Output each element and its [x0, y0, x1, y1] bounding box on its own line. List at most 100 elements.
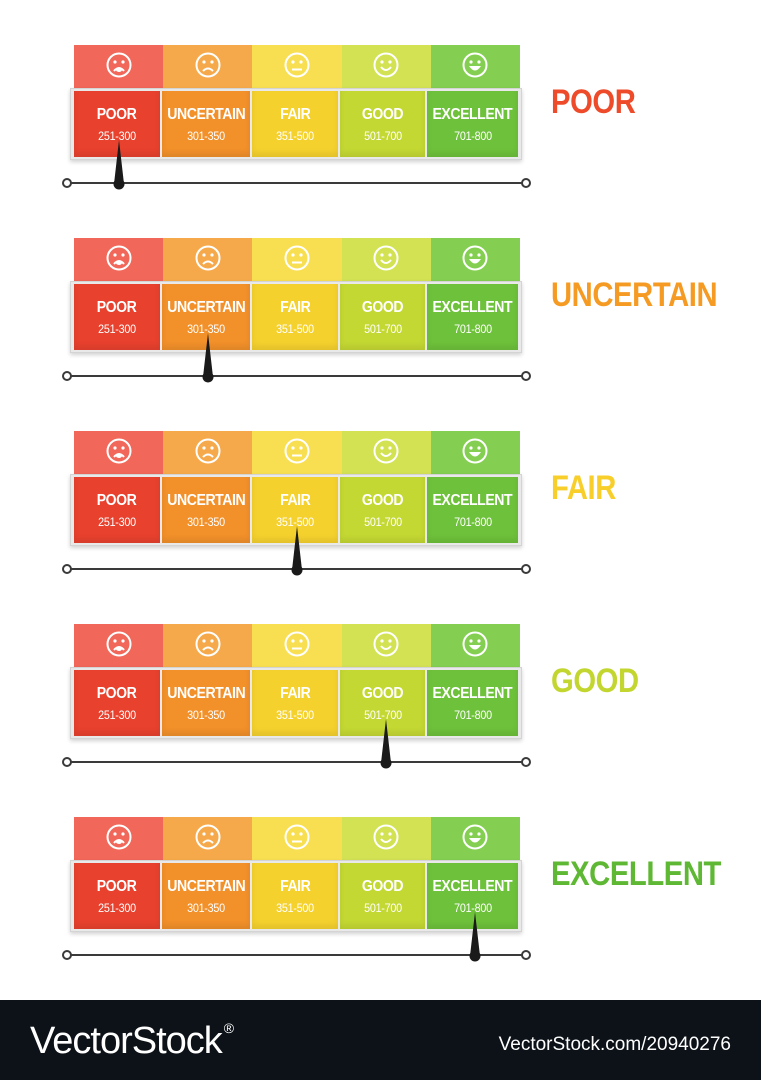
- category-poor: POOR 251-300: [74, 477, 160, 543]
- needle-pointer: [378, 719, 394, 771]
- category-range: 501-700: [363, 128, 402, 143]
- face-row: [74, 431, 521, 476]
- gauge-excellent: POOR 251-300 UNCERTAIN 301-350 FAIR 351-500 GO…: [0, 772, 761, 962]
- sad-face-icon: [105, 437, 133, 470]
- track-end-dot: [521, 757, 531, 767]
- category-range: 301-350: [186, 321, 225, 336]
- category-uncertain: UNCERTAIN 301-350: [161, 477, 251, 543]
- smile-face-icon: [372, 823, 400, 856]
- face-cell-poor: [74, 817, 164, 862]
- needle-pointer: [289, 526, 305, 578]
- category-good: GOOD 501-700: [339, 284, 426, 350]
- category-name: FAIR: [279, 877, 311, 895]
- category-range: 301-350: [186, 900, 225, 915]
- frown-face-icon: [194, 630, 222, 663]
- track-start-dot: [62, 757, 72, 767]
- face-cell-poor: [74, 624, 164, 669]
- needle-pointer: [200, 333, 216, 385]
- face-cell-fair: [252, 45, 342, 90]
- footer-bar: VectorStock ® VectorStock.com/20940276: [0, 1000, 761, 1080]
- scale-track: [66, 954, 526, 956]
- face-cell-excellent: [430, 624, 521, 669]
- category-name: EXCELLENT: [432, 105, 513, 123]
- category-range: 351-500: [276, 514, 314, 529]
- needle-pointer: [111, 140, 127, 192]
- face-cell-excellent: [430, 45, 521, 90]
- neutral-face-icon: [283, 630, 311, 663]
- face-cell-good: [341, 624, 431, 669]
- category-fair: FAIR 351-500: [252, 284, 338, 350]
- category-name: POOR: [96, 684, 137, 702]
- needle-pointer: [467, 912, 483, 964]
- category-good: GOOD 501-700: [339, 91, 426, 157]
- face-cell-poor: [74, 431, 164, 476]
- face-cell-uncertain: [163, 624, 253, 669]
- category-name: FAIR: [279, 491, 311, 509]
- happy-face-icon: [461, 51, 489, 84]
- scale-track: [66, 375, 526, 377]
- rating-label: EXCELLENT: [551, 855, 721, 893]
- category-name: EXCELLENT: [432, 684, 513, 702]
- category-name: GOOD: [361, 491, 404, 509]
- smile-face-icon: [372, 630, 400, 663]
- category-name: UNCERTAIN: [166, 298, 245, 316]
- frown-face-icon: [194, 823, 222, 856]
- category-name: EXCELLENT: [432, 877, 513, 895]
- face-cell-uncertain: [163, 431, 253, 476]
- brand-name: VectorStock: [30, 1020, 223, 1062]
- face-cell-good: [341, 431, 431, 476]
- category-poor: POOR 251-300: [74, 284, 160, 350]
- category-range: 501-700: [363, 707, 402, 722]
- category-range: 301-350: [186, 707, 225, 722]
- track-end-dot: [521, 564, 531, 574]
- category-range: 701-800: [453, 321, 492, 336]
- category-range: 701-800: [453, 900, 492, 915]
- category-range: 251-300: [97, 707, 136, 722]
- category-range: 501-700: [363, 321, 402, 336]
- category-fair: FAIR 351-500: [252, 670, 338, 736]
- category-range: 301-350: [186, 128, 225, 143]
- rating-label: UNCERTAIN: [551, 276, 718, 314]
- face-cell-fair: [252, 624, 342, 669]
- face-cell-uncertain: [163, 238, 253, 283]
- category-name: UNCERTAIN: [166, 491, 245, 509]
- category-excellent: EXCELLENT 701-800: [427, 477, 518, 543]
- category-fair: FAIR 351-500: [252, 863, 338, 929]
- face-row: [74, 238, 521, 283]
- track-start-dot: [62, 564, 72, 574]
- category-uncertain: UNCERTAIN 301-350: [161, 284, 251, 350]
- rating-label: FAIR: [551, 469, 616, 507]
- category-name: UNCERTAIN: [166, 684, 245, 702]
- category-name: EXCELLENT: [432, 298, 513, 316]
- happy-face-icon: [461, 244, 489, 277]
- neutral-face-icon: [283, 244, 311, 277]
- category-range: 351-500: [276, 321, 314, 336]
- category-range: 251-300: [97, 514, 136, 529]
- brand-registered-mark: ®: [223, 1020, 234, 1036]
- category-excellent: EXCELLENT 701-800: [427, 91, 518, 157]
- category-poor: POOR 251-300: [74, 863, 160, 929]
- category-name: GOOD: [361, 298, 404, 316]
- face-cell-excellent: [430, 238, 521, 283]
- neutral-face-icon: [283, 823, 311, 856]
- category-name: UNCERTAIN: [166, 877, 245, 895]
- category-range: 501-700: [363, 514, 402, 529]
- face-row: [74, 817, 521, 862]
- frown-face-icon: [194, 437, 222, 470]
- frown-face-icon: [194, 244, 222, 277]
- category-row: POOR 251-300 UNCERTAIN 301-350 FAIR 351-500 GO…: [70, 474, 522, 546]
- neutral-face-icon: [283, 437, 311, 470]
- face-cell-excellent: [430, 431, 521, 476]
- neutral-face-icon: [283, 51, 311, 84]
- scale-track: [66, 182, 526, 184]
- face-cell-uncertain: [163, 817, 253, 862]
- category-range: 501-700: [363, 900, 402, 915]
- face-row: [74, 45, 521, 90]
- category-excellent: EXCELLENT 701-800: [427, 284, 518, 350]
- category-name: POOR: [96, 877, 137, 895]
- category-poor: POOR 251-300: [74, 91, 160, 157]
- category-row: POOR 251-300 UNCERTAIN 301-350 FAIR 351-500 GO…: [70, 860, 522, 932]
- frown-face-icon: [194, 51, 222, 84]
- category-range: 301-350: [186, 514, 225, 529]
- smile-face-icon: [372, 244, 400, 277]
